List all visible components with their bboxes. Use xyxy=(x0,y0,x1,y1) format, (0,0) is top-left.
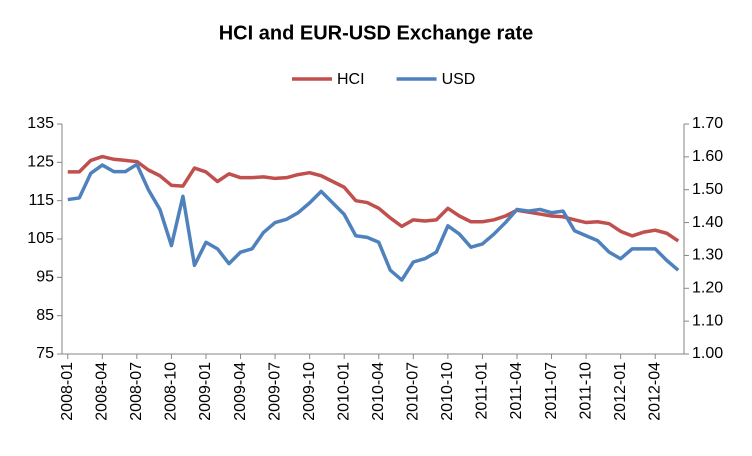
chart-title: HCI and EUR-USD Exchange rate xyxy=(219,22,534,44)
y2-tick-label: 1.40 xyxy=(692,214,723,231)
y-tick-label: 135 xyxy=(27,115,54,132)
y2-tick-label: 1.10 xyxy=(692,312,723,329)
y-tick-label: 125 xyxy=(27,154,54,171)
y-tick-label: 115 xyxy=(28,192,54,209)
series-line xyxy=(67,162,680,282)
series-line xyxy=(67,154,680,243)
x-tick-label: 2008-04 xyxy=(94,362,111,421)
x-tick-label: 2011-10 xyxy=(577,362,594,420)
x-tick-label: 2010-01 xyxy=(335,362,352,421)
y2-tick-label: 1.00 xyxy=(692,345,723,362)
x-tick-label: 2012-04 xyxy=(646,362,663,421)
legend-label: HCI xyxy=(337,71,365,88)
x-tick-label: 2010-04 xyxy=(370,362,387,421)
x-tick-label: 2010-10 xyxy=(439,362,456,421)
y2-tick-label: 1.70 xyxy=(692,115,723,132)
x-tick-label: 2008-01 xyxy=(59,362,76,421)
x-tick-label: 2008-07 xyxy=(128,362,145,421)
x-tick-label: 2010-07 xyxy=(405,362,422,421)
y-tick-label: 75 xyxy=(36,345,54,362)
x-tick-label: 2009-01 xyxy=(197,362,214,421)
x-tick-label: 2011-04 xyxy=(508,362,525,420)
y-tick-label: 95 xyxy=(36,269,54,286)
x-tick-label: 2009-04 xyxy=(232,362,249,421)
x-tick-label: 2012-01 xyxy=(612,362,629,421)
y2-tick-label: 1.60 xyxy=(692,148,723,165)
x-tick-label: 2011-07 xyxy=(543,362,560,420)
x-tick-label: 2009-07 xyxy=(266,362,283,421)
y2-tick-label: 1.50 xyxy=(692,181,723,198)
x-tick-label: 2011-01 xyxy=(474,362,491,420)
y-tick-label: 85 xyxy=(36,307,54,324)
y2-tick-label: 1.30 xyxy=(692,247,723,264)
y-tick-label: 105 xyxy=(27,230,54,247)
y2-tick-label: 1.20 xyxy=(692,280,723,297)
legend-label: USD xyxy=(442,71,476,88)
x-tick-label: 2009-10 xyxy=(301,362,318,421)
x-tick-label: 2008-10 xyxy=(163,362,180,421)
